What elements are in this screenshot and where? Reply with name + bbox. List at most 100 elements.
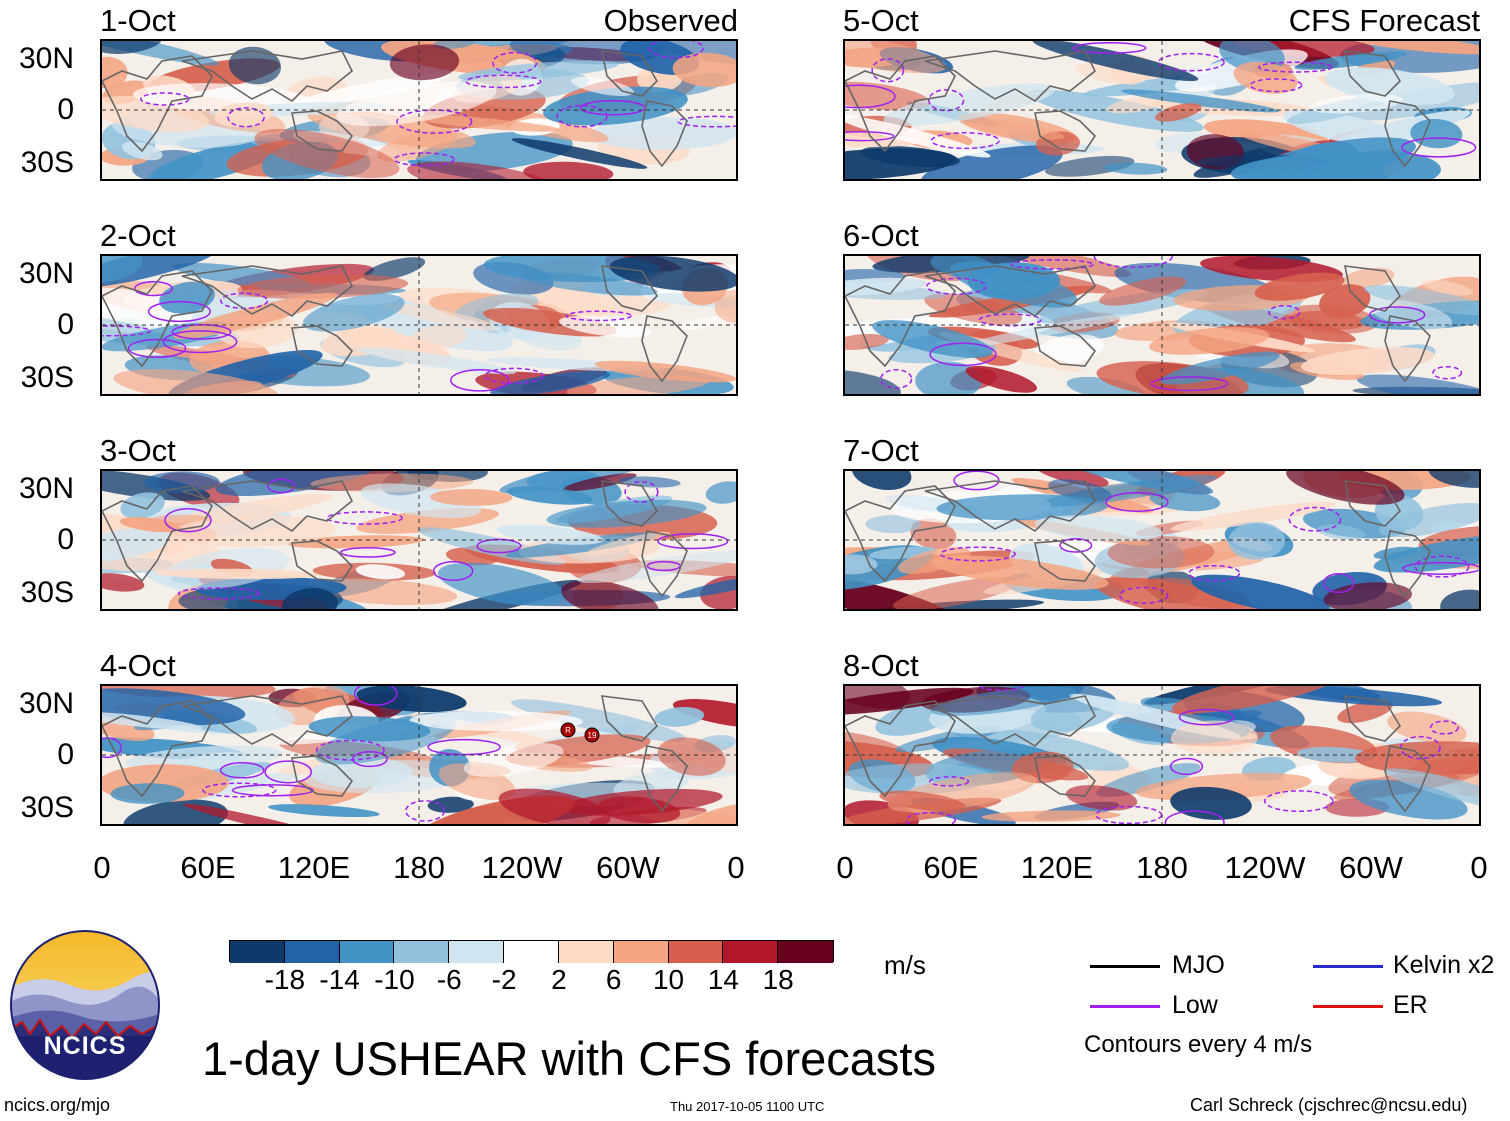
coastline (102, 55, 213, 153)
shear-blob (268, 804, 380, 818)
shear-blob (102, 573, 145, 592)
shear-blob (102, 56, 128, 89)
shear-blob (1300, 347, 1435, 375)
shear-blob (113, 369, 279, 394)
x-tick: 60W (1339, 850, 1403, 885)
shear-blob (355, 564, 406, 580)
y-tick-30n: 30N (18, 257, 74, 290)
coastline (1343, 265, 1402, 312)
shear-blob (120, 492, 165, 519)
coastline (1343, 480, 1402, 527)
shear-blob (936, 494, 1108, 521)
shear-blob (597, 796, 681, 824)
low-contour (491, 51, 538, 74)
shear-blob (976, 256, 1132, 278)
low-contour (133, 280, 174, 297)
shear-blob (845, 333, 889, 350)
shear-blob (1233, 61, 1298, 94)
map-panel (843, 684, 1481, 826)
shear-blob (432, 41, 475, 49)
x-tick: 180 (1136, 850, 1188, 885)
shear-blob (563, 473, 637, 492)
shear-blob (1036, 288, 1209, 324)
x-tick: 120E (1020, 850, 1094, 885)
shear-blob (872, 320, 993, 358)
shear-blob (281, 588, 338, 609)
low-contour (396, 109, 473, 134)
colorbar-tick: -18 (264, 964, 306, 995)
x-tick: 120W (1224, 850, 1306, 885)
low-contour (484, 367, 544, 384)
colorbar-swatch (394, 941, 450, 963)
column-header-forecast: CFS Forecast (1288, 3, 1480, 38)
shear-blob (845, 575, 959, 609)
shear-blob (509, 41, 664, 65)
shear-blob (389, 44, 460, 81)
shear-blob (411, 325, 467, 349)
y-tick-30n: 30N (18, 472, 74, 505)
low-contour (351, 751, 388, 768)
shear-blob (1104, 162, 1168, 175)
shear-blob (609, 256, 736, 292)
y-tick-30n: 30N (18, 687, 74, 720)
shear-blob (879, 790, 966, 812)
coastline (924, 50, 1097, 103)
legend-line-low (1090, 1005, 1160, 1008)
shear-blob (1050, 471, 1214, 495)
shear-blob (1034, 515, 1162, 542)
low-contour (1105, 492, 1169, 512)
coastline (641, 100, 688, 168)
map-panel (843, 254, 1481, 396)
shear-blob (845, 81, 930, 111)
low-contour (929, 342, 997, 367)
shear-blob (654, 706, 705, 727)
low-contour (326, 511, 403, 525)
panel-title-2: 2-Oct (100, 218, 176, 253)
coastline (1034, 325, 1097, 367)
colorbar-swatch (668, 941, 724, 963)
shear-blob (931, 555, 1109, 590)
column-header-observed: Observed (603, 3, 738, 38)
shear-blob (865, 515, 922, 534)
low-contour (565, 310, 633, 322)
coastline (291, 110, 354, 152)
colorbar-swatch (723, 941, 779, 963)
shear-blob (132, 83, 310, 112)
shear-blob (543, 86, 688, 126)
shear-blob (215, 471, 377, 497)
y-tick-30s: 30S (20, 146, 74, 179)
colorbar-tick: 6 (605, 964, 622, 995)
ncics-logo: NCICS (10, 930, 160, 1080)
panel-title-6: 6-Oct (843, 218, 919, 253)
legend-line-mjo (1090, 965, 1160, 968)
low-contour (928, 89, 965, 112)
shear-blob (520, 272, 658, 296)
coastline (845, 700, 956, 798)
colorbar-swatch (230, 941, 285, 963)
chart-title: 1-day USHEAR with CFS forecasts (202, 1032, 936, 1085)
logo-text: NCICS (44, 1032, 127, 1060)
x-tick: 60E (180, 850, 236, 885)
coastline (102, 485, 213, 583)
legend-label-low: Low (1172, 991, 1218, 1019)
shear-blob (308, 716, 431, 742)
low-contour (1432, 365, 1463, 380)
shear-blob (408, 115, 560, 132)
shear-blob (1323, 582, 1412, 609)
shear-blob (1373, 534, 1479, 573)
shear-blob (1155, 103, 1202, 122)
shear-blob (283, 72, 450, 110)
shear-blob (1228, 522, 1286, 560)
shear-blob (714, 289, 736, 323)
storm-label: R (565, 726, 571, 735)
shear-blob (883, 83, 1056, 126)
shear-blob (915, 361, 983, 394)
shear-blob (1099, 276, 1187, 306)
low-contour (1323, 572, 1355, 594)
colorbar-swatch (339, 941, 395, 963)
y-tick-0: 0 (57, 308, 74, 341)
shear-blob (845, 41, 947, 74)
coastline (1343, 50, 1402, 97)
footer-site-link[interactable]: ncics.org/mjo (4, 1095, 111, 1115)
low-contour (202, 782, 277, 798)
